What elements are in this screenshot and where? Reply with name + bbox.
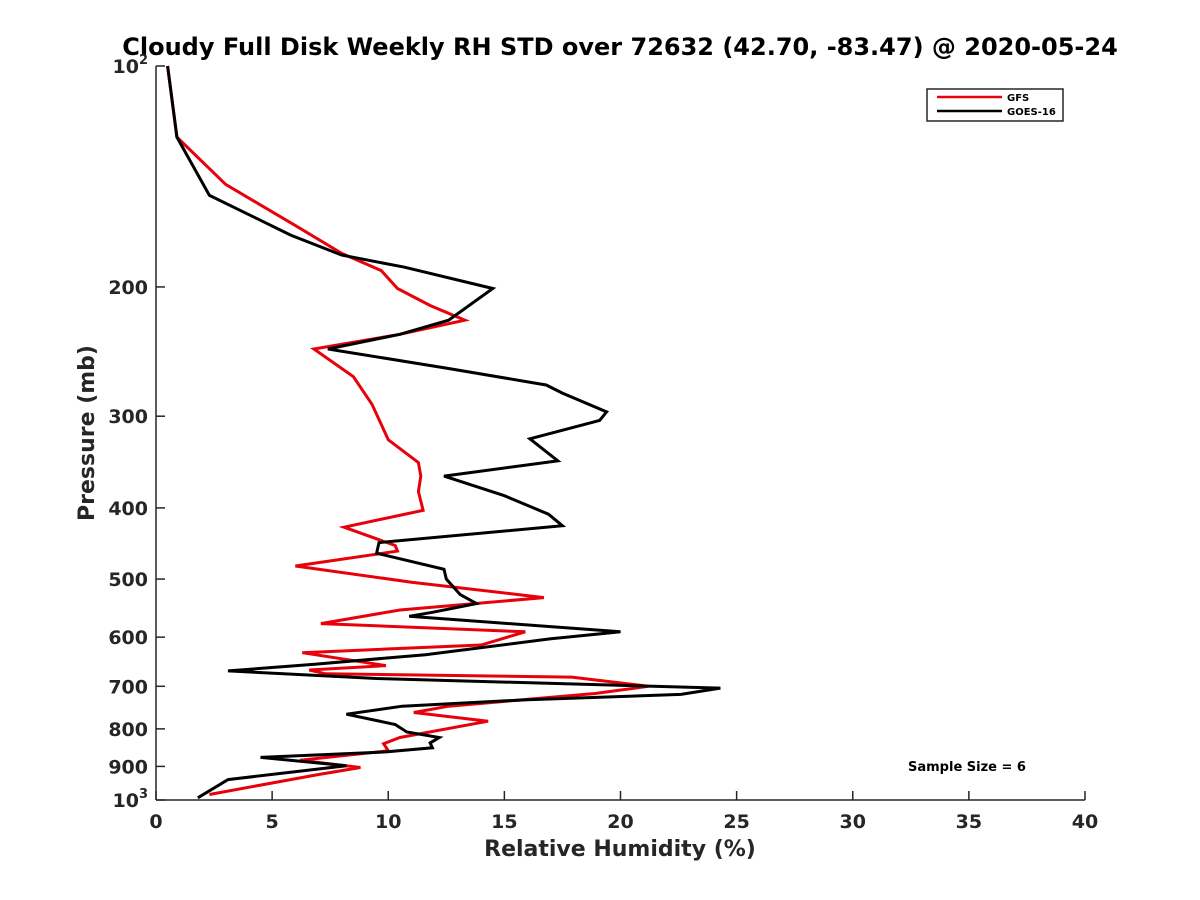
series-line-gfs — [166, 65, 649, 796]
y-tick-label: 500 — [108, 569, 148, 591]
axes: 0 5 10 15 20 25 30 35 40 102 200 300 400 500 600 700 800… — [108, 53, 1098, 833]
legend-label: GFS — [1007, 93, 1029, 104]
x-tick-label: 35 — [956, 811, 982, 833]
y-tick-label: 900 — [108, 756, 148, 778]
plot-area — [166, 65, 721, 800]
y-tick-label: 800 — [108, 719, 148, 741]
x-tick-label: 10 — [375, 811, 401, 833]
x-tick-label: 40 — [1072, 811, 1098, 833]
legend-box — [926, 88, 1064, 122]
y-tick-label: 200 — [108, 277, 148, 299]
y-tick-label: 300 — [108, 406, 148, 428]
y-tick-label: 700 — [108, 676, 148, 698]
y-tick-label: 103 — [113, 787, 149, 812]
x-tick-label: 15 — [491, 811, 517, 833]
y-tick-label: 600 — [108, 627, 148, 649]
chart-title: Cloudy Full Disk Weekly RH STD over 7263… — [122, 33, 1118, 61]
y-axis-label: Pressure (mb) — [75, 345, 100, 521]
legend-label: GOES-16 — [1007, 107, 1056, 118]
x-tick-label: 5 — [266, 811, 279, 833]
x-tick-label: 20 — [607, 811, 633, 833]
y-tick-label: 400 — [108, 498, 148, 520]
x-tick-label: 30 — [840, 811, 866, 833]
x-tick-label: 0 — [149, 811, 162, 833]
x-axis-label: Relative Humidity (%) — [484, 837, 756, 862]
series-line-goes-16 — [166, 65, 721, 800]
legend: GFS GOES-16 — [926, 88, 1064, 122]
x-tick-label: 25 — [723, 811, 749, 833]
sample-size-annotation: Sample Size = 6 — [908, 760, 1026, 775]
y-tick-label: 102 — [113, 53, 149, 78]
